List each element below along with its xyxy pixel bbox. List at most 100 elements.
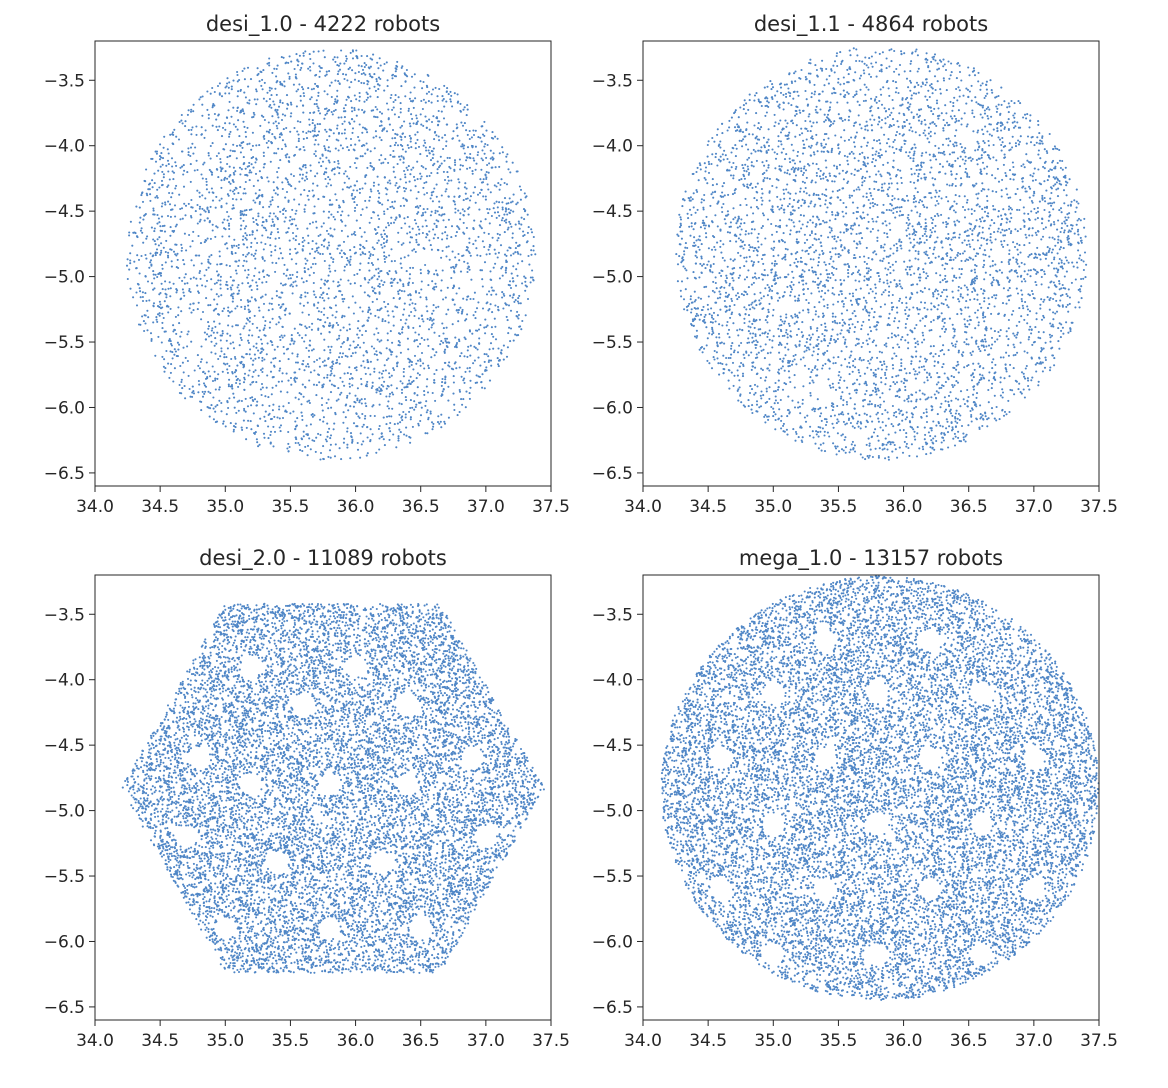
scatter-point: [144, 322, 147, 325]
scatter-point: [951, 279, 954, 282]
scatter-point: [380, 352, 383, 355]
scatter-point: [251, 363, 254, 366]
scatter-point: [478, 342, 481, 345]
scatter-point: [494, 304, 497, 307]
scatter-point: [335, 399, 338, 402]
scatter-point: [348, 348, 351, 351]
scatter-point: [928, 141, 931, 144]
scatter-point: [157, 217, 160, 220]
scatter-point: [374, 228, 377, 231]
scatter-point: [316, 134, 319, 137]
scatter-point: [372, 168, 375, 171]
scatter-point: [357, 336, 360, 339]
scatter-point: [968, 90, 971, 93]
scatter-point: [162, 146, 165, 149]
scatter-point: [217, 279, 220, 282]
scatter-point: [270, 106, 273, 109]
scatter-point: [336, 285, 339, 288]
scatter-point: [745, 143, 748, 146]
scatter-point: [319, 433, 322, 436]
scatter-point: [507, 208, 510, 211]
scatter-point: [232, 123, 235, 126]
scatter-point: [447, 399, 450, 402]
scatter-point: [727, 356, 730, 360]
scatter-point: [404, 198, 407, 201]
scatter-point: [394, 270, 397, 273]
scatter-point: [443, 159, 446, 162]
scatter-point: [249, 78, 253, 81]
scatter-point: [1000, 243, 1003, 246]
scatter-point: [349, 165, 352, 168]
scatter-point: [534, 253, 537, 256]
scatter-point: [227, 222, 231, 225]
scatter-point: [323, 145, 326, 148]
scatter-point: [474, 129, 477, 132]
scatter-point: [446, 234, 449, 237]
scatter-point: [159, 225, 162, 228]
scatter-point: [371, 263, 375, 266]
scatter-point: [381, 376, 384, 379]
scatter-point: [453, 92, 456, 95]
scatter-point: [250, 208, 253, 211]
scatter-point: [245, 322, 248, 325]
scatter-point: [433, 187, 436, 190]
scatter-point: [358, 191, 361, 194]
scatter-point: [493, 211, 497, 214]
scatter-point: [1051, 236, 1054, 239]
scatter-point: [230, 288, 233, 291]
scatter-point: [325, 70, 328, 73]
scatter-point: [150, 282, 154, 285]
scatter-point: [281, 257, 284, 260]
scatter-point: [480, 181, 484, 184]
scatter-point: [226, 371, 229, 374]
scatter-point: [176, 258, 179, 261]
scatter-point: [232, 292, 235, 295]
scatter-point: [207, 390, 210, 393]
scatter-point: [446, 123, 449, 126]
scatter-point: [459, 212, 462, 215]
scatter-point: [987, 297, 990, 300]
scatter-point: [204, 238, 207, 242]
scatter-point: [228, 155, 231, 158]
scatter-point: [184, 204, 188, 207]
scatter-point: [214, 337, 217, 340]
scatter-point: [404, 396, 407, 399]
scatter-point: [315, 247, 319, 250]
scatter-point: [458, 227, 461, 231]
scatter-point: [477, 301, 480, 304]
scatter-point: [243, 307, 246, 311]
scatter-point: [441, 381, 444, 384]
scatter-point: [384, 158, 387, 161]
scatter-point: [204, 129, 207, 132]
scatter-point: [209, 237, 212, 240]
scatter-point: [309, 371, 312, 374]
scatter-point: [865, 384, 868, 387]
scatter-point: [370, 109, 373, 112]
scatter-point: [165, 239, 168, 242]
scatter-point: [369, 360, 372, 363]
scatter-point: [415, 222, 418, 225]
scatter-point: [311, 240, 314, 243]
scatter-point: [480, 140, 483, 143]
scatter-point: [483, 120, 486, 123]
scatter-point: [465, 114, 468, 117]
scatter-point: [155, 150, 159, 153]
scatter-point: [256, 229, 259, 232]
scatter-point: [263, 275, 266, 278]
scatter-point: [815, 193, 818, 196]
scatter-point: [382, 69, 385, 72]
scatter-point: [165, 164, 168, 167]
scatter-point: [273, 365, 276, 368]
scatter-point: [369, 373, 372, 376]
scatter-point: [466, 133, 469, 136]
scatter-point: [237, 409, 240, 412]
scatter-point: [287, 442, 290, 445]
scatter-point: [391, 407, 394, 410]
scatter-point: [187, 374, 190, 377]
scatter-point: [449, 90, 452, 93]
scatter-point: [338, 252, 342, 255]
scatter-point: [316, 318, 320, 321]
scatter-point: [215, 342, 218, 345]
scatter-point: [296, 58, 299, 61]
scatter-point: [803, 199, 806, 202]
